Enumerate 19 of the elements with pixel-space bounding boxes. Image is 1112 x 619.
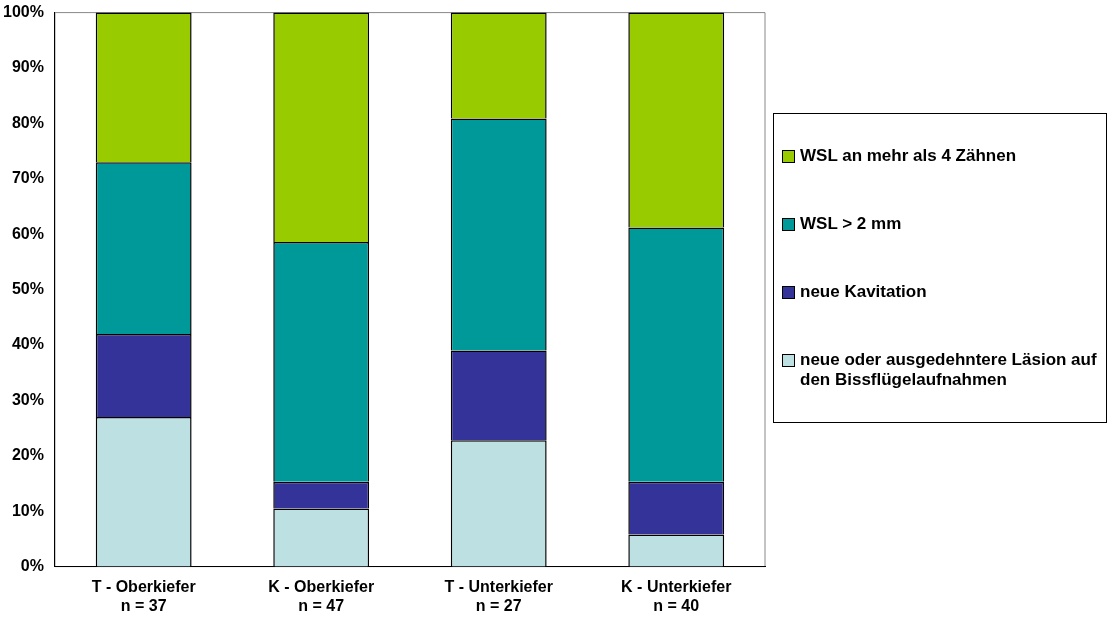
y-tick-label: 60%	[11, 224, 44, 242]
y-tick-label: 100%	[3, 3, 44, 21]
x-tick-label: K - Oberkiefer n = 47	[268, 577, 375, 614]
legend-label: neue oder ausgedehntere Läsion auf den Bissflügelaufnahmen	[800, 350, 1098, 390]
y-tick-label: 50%	[11, 280, 44, 298]
legend-label: WSL an mehr als 4 Zähnen	[800, 146, 1017, 166]
y-tick-label: 20%	[11, 446, 44, 464]
y-tick-label: 90%	[11, 58, 44, 76]
y-tick-label: 40%	[11, 335, 44, 353]
y-tick-label: 70%	[11, 169, 44, 187]
y-tick-label: 80%	[11, 113, 44, 131]
y-tick-label: 0%	[20, 557, 44, 575]
legend-label: WSL > 2 mm	[800, 214, 902, 234]
x-tick-label: K - Unterkiefer n = 40	[621, 577, 732, 614]
legend-label: neue Kavitation	[800, 282, 927, 302]
x-tick-label: T - Oberkiefer n = 37	[91, 577, 196, 614]
y-tick-label: 30%	[11, 390, 44, 408]
y-tick-label: 10%	[11, 501, 44, 519]
x-tick-label: T - Unterkiefer n = 27	[444, 577, 553, 614]
